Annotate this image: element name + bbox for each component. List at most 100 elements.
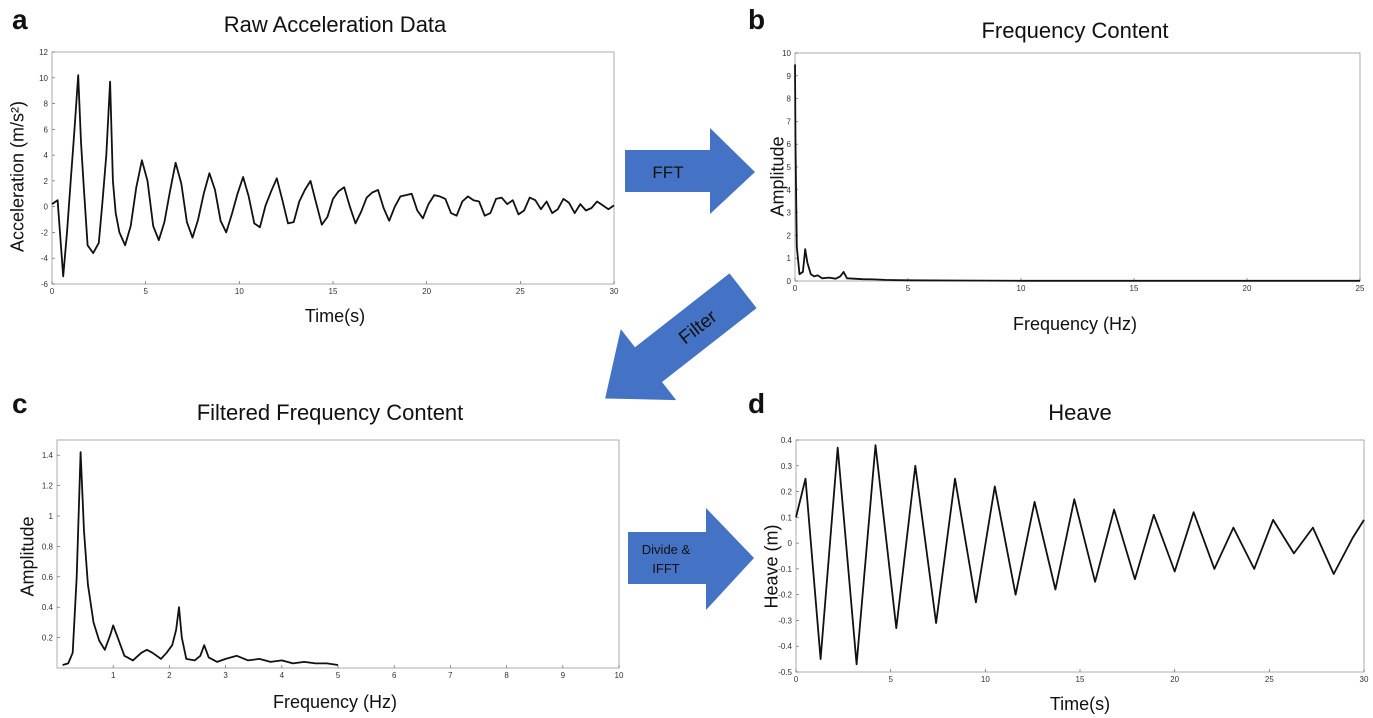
chart-b-ytick-label: 1 bbox=[787, 254, 792, 263]
chart-d: 0 5 10 15 20 25 30 -0.5 -0.4 -0.3 -0.2 -0.1 0 0.1 0.2 0… bbox=[778, 436, 1369, 684]
chart-b-ytick-label: 5 bbox=[787, 163, 792, 172]
chart-d-xtick-label: 15 bbox=[1076, 675, 1085, 684]
chart-c-xtick-label: 7 bbox=[448, 671, 453, 680]
chart-c-xtick-label: 3 bbox=[223, 671, 228, 680]
fft-arrow-shape bbox=[625, 128, 755, 214]
chart-c-xtick-label: 1 bbox=[111, 671, 116, 680]
chart-d-ytick-label: -0.2 bbox=[778, 591, 792, 600]
chart-a-xtick-label: 20 bbox=[422, 287, 431, 296]
chart-c: 1 2 3 4 5 6 7 8 9 10 0.2 0.4 0.6 0.8 1 1.2 1.4 bbox=[42, 439, 624, 680]
chart-b-frame bbox=[794, 52, 1361, 282]
chart-d-frame bbox=[795, 439, 1365, 673]
chart-c-xtick-label: 4 bbox=[280, 671, 285, 680]
chart-c-xtick-label: 8 bbox=[504, 671, 509, 680]
chart-a-xtick-label: 10 bbox=[235, 287, 244, 296]
filter-arrow-shape bbox=[605, 273, 757, 401]
chart-c-frame bbox=[56, 439, 620, 669]
panel-d-letter: d bbox=[748, 388, 766, 419]
chart-c-xtick-label: 6 bbox=[392, 671, 397, 680]
chart-c-xtick-label: 9 bbox=[561, 671, 566, 680]
chart-b-ytick-label: 7 bbox=[787, 117, 792, 126]
chart-d-ytick-label: -0.1 bbox=[778, 565, 792, 574]
divide-arrow-label-line1: Divide & bbox=[642, 542, 691, 557]
chart-b-ytick-label: 9 bbox=[787, 72, 792, 81]
chart-d-ytick-label: 0.3 bbox=[781, 462, 793, 471]
divide-ifft-arrow: Divide & IFFT bbox=[628, 508, 754, 610]
chart-d-ytick-label: 0.1 bbox=[781, 513, 793, 522]
chart-a-ytick-label: 0 bbox=[44, 203, 49, 212]
chart-a-frame bbox=[51, 51, 615, 285]
filter-arrow: Filter bbox=[605, 273, 757, 401]
panel-c-title: Filtered Frequency Content bbox=[196, 400, 464, 425]
panel-d-title: Heave bbox=[1048, 400, 1112, 425]
chart-d-ytick-label: 0.4 bbox=[781, 436, 793, 445]
chart-a-xtick-label: 5 bbox=[143, 287, 148, 296]
chart-c-ytick-label: 1.2 bbox=[42, 482, 54, 491]
chart-a: 0 5 10 15 20 25 30 -6 -4 -2 0 2 4 6 8 10 12 bbox=[39, 48, 619, 296]
chart-b-xtick-label: 15 bbox=[1130, 284, 1139, 293]
panel-a-letter: a bbox=[12, 4, 28, 35]
chart-b-ytick-label: 2 bbox=[787, 231, 792, 240]
chart-c-ytick-label: 0.2 bbox=[42, 634, 54, 643]
chart-a-ytick-label: 12 bbox=[39, 48, 48, 57]
chart-c-xtick-label: 10 bbox=[615, 671, 624, 680]
chart-b-ytick-label: 0 bbox=[787, 277, 792, 286]
chart-b-ytick-label: 6 bbox=[787, 140, 792, 149]
chart-a-ytick-label: -6 bbox=[41, 280, 49, 289]
chart-b-xtick-label: 25 bbox=[1356, 284, 1365, 293]
chart-b-series-line bbox=[794, 64, 1360, 282]
chart-a-ytick-label: 4 bbox=[44, 151, 49, 160]
chart-a-xtick-label: 15 bbox=[329, 287, 338, 296]
panel-d-xlabel: Time(s) bbox=[1049, 694, 1111, 714]
chart-c-xtick-label: 5 bbox=[336, 671, 341, 680]
chart-c-ytick-label: 0.8 bbox=[42, 542, 54, 551]
panel-b-letter: b bbox=[748, 4, 766, 35]
chart-a-ytick-label: -2 bbox=[41, 228, 49, 237]
chart-b-ytick-label: 8 bbox=[787, 95, 792, 104]
panel-c-xlabel: Frequency (Hz) bbox=[272, 692, 398, 712]
chart-c-xtick-label: 2 bbox=[167, 671, 172, 680]
chart-b-xtick-label: 20 bbox=[1243, 284, 1252, 293]
chart-d-ytick-label: 0.2 bbox=[781, 488, 793, 497]
chart-a-xtick-label: 30 bbox=[610, 287, 619, 296]
divide-ifft-arrow-shape bbox=[628, 508, 754, 610]
chart-d-xtick-label: 25 bbox=[1265, 675, 1274, 684]
chart-a-xtick-label: 25 bbox=[516, 287, 525, 296]
chart-b-ytick-label: 10 bbox=[782, 49, 791, 58]
chart-d-ytick-label: -0.4 bbox=[778, 642, 792, 651]
chart-d-series-line bbox=[795, 444, 1365, 666]
chart-d-ytick-label: -0.5 bbox=[778, 668, 792, 677]
panel-a-xlabel: Time(s) bbox=[304, 306, 366, 326]
chart-d-xtick-label: 5 bbox=[888, 675, 893, 684]
chart-c-ytick-label: 1.4 bbox=[42, 451, 54, 460]
chart-a-ytick-label: -4 bbox=[41, 254, 49, 263]
chart-a-ytick-label: 8 bbox=[44, 100, 49, 109]
chart-b-ytick-label: 4 bbox=[787, 186, 792, 195]
chart-c-ytick-label: 0.6 bbox=[42, 573, 54, 582]
chart-c-ytick-label: 0.4 bbox=[42, 603, 54, 612]
divide-arrow-label-line2: IFFT bbox=[652, 561, 679, 576]
chart-d-xtick-label: 20 bbox=[1170, 675, 1179, 684]
chart-d-xtick-label: 0 bbox=[794, 675, 799, 684]
panel-c-letter: c bbox=[12, 388, 28, 419]
chart-a-xtick-label: 0 bbox=[50, 287, 55, 296]
chart-a-series-line bbox=[51, 74, 615, 278]
chart-d-ytick-label: -0.3 bbox=[778, 616, 792, 625]
chart-c-ytick-label: 1 bbox=[49, 512, 54, 521]
chart-b-ytick-label: 3 bbox=[787, 209, 792, 218]
chart-d-xtick-label: 30 bbox=[1360, 675, 1369, 684]
panel-a-title: Raw Acceleration Data bbox=[223, 12, 447, 37]
chart-b-xtick-label: 0 bbox=[793, 284, 798, 293]
chart-b-xtick-label: 10 bbox=[1017, 284, 1026, 293]
chart-c-series-line bbox=[62, 451, 339, 666]
chart-b: 0 5 10 15 20 25 0 1 2 3 4 5 6 7 8 9 10 bbox=[782, 49, 1365, 293]
chart-b-xtick-label: 5 bbox=[906, 284, 911, 293]
chart-a-ytick-label: 6 bbox=[44, 125, 49, 134]
chart-a-ytick-label: 2 bbox=[44, 177, 49, 186]
panel-b-title: Frequency Content bbox=[981, 18, 1169, 43]
chart-d-xtick-label: 10 bbox=[981, 675, 990, 684]
panel-b-xlabel: Frequency (Hz) bbox=[1012, 314, 1138, 334]
chart-a-ytick-label: 10 bbox=[39, 74, 48, 83]
fft-arrow: FFT bbox=[625, 128, 755, 214]
